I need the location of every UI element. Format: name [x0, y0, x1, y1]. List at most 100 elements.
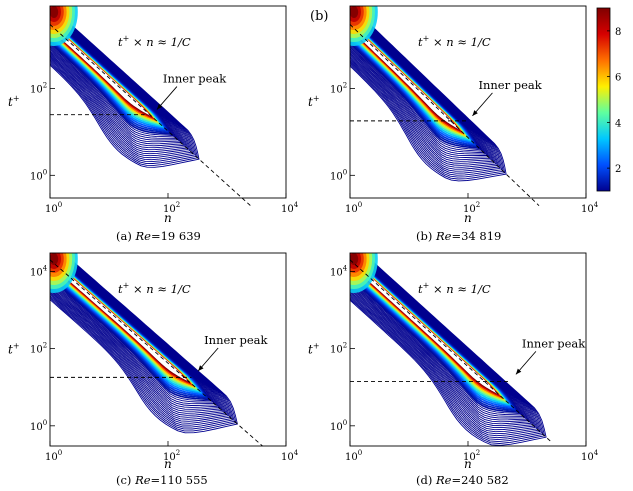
x-axis-label: n — [464, 457, 472, 471]
contour-line — [50, 253, 237, 432]
x-axis-label: n — [164, 211, 172, 225]
contour-fill — [50, 253, 59, 265]
contour-line — [50, 9, 189, 155]
contour-line — [50, 13, 180, 143]
contour-area — [50, 6, 200, 168]
x-tick-label: 104 — [581, 449, 599, 463]
y-axis-label: t+ — [8, 342, 20, 357]
x-tick-label: 100 — [345, 449, 362, 463]
contour-line — [350, 253, 529, 423]
colorbar-tick-label: 4 — [615, 118, 621, 129]
contour-line — [50, 253, 226, 418]
x-tick-label: 102 — [163, 201, 180, 215]
contour-line — [50, 253, 218, 408]
panel-caption: (b) Re=34 819 — [416, 229, 501, 243]
contour-line — [50, 253, 234, 428]
scaling-line — [349, 24, 540, 206]
y-tick-label: 104 — [330, 264, 348, 278]
y-tick-label: 102 — [330, 342, 347, 356]
contour-line — [50, 253, 235, 430]
scaling-line — [349, 259, 551, 442]
inner-peak-label: Inner peak — [478, 78, 542, 92]
contour-line — [50, 253, 228, 420]
y-tick-label: 100 — [30, 168, 47, 182]
contour-line — [350, 10, 494, 164]
contour-line — [350, 11, 492, 162]
scaling-annotation: t+ × n ≈ 1/C — [118, 281, 191, 296]
colorbar-tick-label: 2 — [615, 164, 621, 175]
x-tick-label: 102 — [163, 449, 180, 463]
arrow-head — [198, 365, 204, 371]
contour-line — [50, 12, 183, 147]
contour-line — [350, 253, 541, 439]
scaling-annotation: t+ × n ≈ 1/C — [418, 34, 491, 49]
contour-line — [50, 253, 221, 412]
contour-line — [50, 8, 192, 159]
contour-line — [350, 253, 539, 437]
y-tick-label: 102 — [330, 82, 347, 96]
y-tick-label: 100 — [330, 419, 347, 433]
contour-line — [350, 253, 544, 443]
contour-line — [350, 253, 535, 431]
contour-line — [50, 253, 231, 424]
x-axis-label: n — [164, 457, 172, 471]
scaling-line — [49, 259, 263, 447]
panel-c: 100 102 104 100 102 104 n t+ t+ × n ≈ 1/C Inner p… — [8, 252, 299, 487]
colorbar-tick-label: 6 — [615, 73, 621, 84]
y-tick-label: 100 — [30, 419, 47, 433]
panel-caption: (c) Re=110 555 — [116, 473, 208, 487]
contour-line — [50, 7, 194, 161]
x-tick-label: 100 — [45, 449, 62, 463]
contour-area — [350, 253, 547, 446]
panel-d: 100 102 104 100 102 104 n t+ t+ × n ≈ 1/C Inner p… — [308, 252, 599, 487]
contour-line — [50, 253, 223, 414]
contour-line — [350, 7, 500, 172]
colorbar: 2 4 6 8 — [596, 7, 621, 192]
contour-line — [350, 253, 538, 435]
contour-line — [50, 253, 212, 402]
y-tick-label: 100 — [330, 168, 347, 182]
inner-peak-label: Inner peak — [522, 336, 586, 350]
contour-fill — [350, 6, 359, 18]
contour-area — [50, 253, 238, 434]
x-tick-label: 100 — [345, 201, 362, 215]
contour-line — [50, 6, 199, 166]
colorbar-tick-label: 8 — [615, 27, 621, 38]
x-axis-label: n — [464, 211, 472, 225]
contour-line — [50, 7, 195, 163]
contour-line — [350, 6, 503, 176]
arrow-head — [515, 368, 522, 375]
contour-line — [350, 253, 546, 444]
x-tick-label: 102 — [463, 449, 480, 463]
contour-line — [50, 13, 179, 141]
contour-line — [50, 8, 191, 157]
contour-line — [350, 253, 536, 433]
y-tick-label: 102 — [30, 342, 47, 356]
panel-caption: (a) Re=19 639 — [116, 229, 201, 243]
contour-line — [50, 10, 188, 153]
y-tick-label: 104 — [30, 264, 48, 278]
panel-b-label: (b) — [310, 9, 328, 24]
y-axis-label: t+ — [308, 342, 320, 357]
inner-peak-label: Inner peak — [163, 72, 227, 86]
arrow-head — [156, 103, 163, 110]
contour-line — [350, 9, 497, 168]
contour-area — [350, 6, 507, 182]
x-tick-label: 100 — [45, 201, 62, 215]
y-axis-label: t+ — [8, 94, 20, 109]
contour-fill — [50, 6, 59, 18]
contour-line — [50, 6, 197, 164]
y-tick-label: 102 — [30, 82, 47, 96]
contour-line — [350, 14, 483, 152]
panel-caption: (d) Re=240 582 — [416, 473, 509, 487]
contour-line — [350, 8, 498, 170]
contour-line — [350, 6, 506, 180]
inner-peak-label: Inner peak — [204, 333, 268, 347]
x-tick-label: 104 — [281, 201, 299, 215]
x-tick-label: 102 — [463, 201, 480, 215]
x-tick-label: 104 — [281, 449, 299, 463]
x-tick-label: 104 — [581, 201, 599, 215]
